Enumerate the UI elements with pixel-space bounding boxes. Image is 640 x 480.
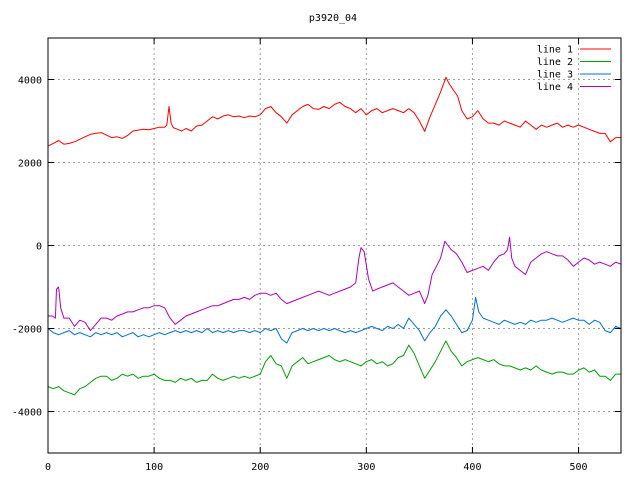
x-tick-label: 300 bbox=[357, 462, 375, 473]
y-tick-label: -2000 bbox=[12, 325, 42, 336]
grid bbox=[48, 38, 621, 453]
series-line-4 bbox=[48, 236, 622, 332]
y-tick-label: -4000 bbox=[12, 408, 42, 419]
series-line-1 bbox=[47, 76, 621, 147]
series-line-2 bbox=[47, 340, 621, 396]
x-tick-label: 200 bbox=[251, 462, 269, 473]
axis-ticks: 0 100 200 300 400 500 -4000 -2000 0 2000 4000 bbox=[12, 38, 621, 473]
x-tick-label: 0 bbox=[45, 462, 51, 473]
y-tick-label: 2000 bbox=[18, 159, 42, 170]
x-tick-label: 500 bbox=[570, 462, 588, 473]
series-line-3 bbox=[47, 296, 622, 344]
x-tick-label: 100 bbox=[145, 462, 163, 473]
legend-label: line 3 bbox=[537, 70, 573, 81]
chart-title: p3920_04 bbox=[309, 13, 357, 24]
legend-label: line 2 bbox=[537, 57, 573, 68]
y-tick-label: 0 bbox=[36, 242, 42, 253]
series-lines bbox=[47, 76, 622, 396]
legend-label: line 4 bbox=[537, 82, 573, 93]
x-tick-label: 400 bbox=[463, 462, 481, 473]
y-tick-label: 4000 bbox=[18, 76, 42, 87]
legend-label: line 1 bbox=[537, 45, 573, 56]
